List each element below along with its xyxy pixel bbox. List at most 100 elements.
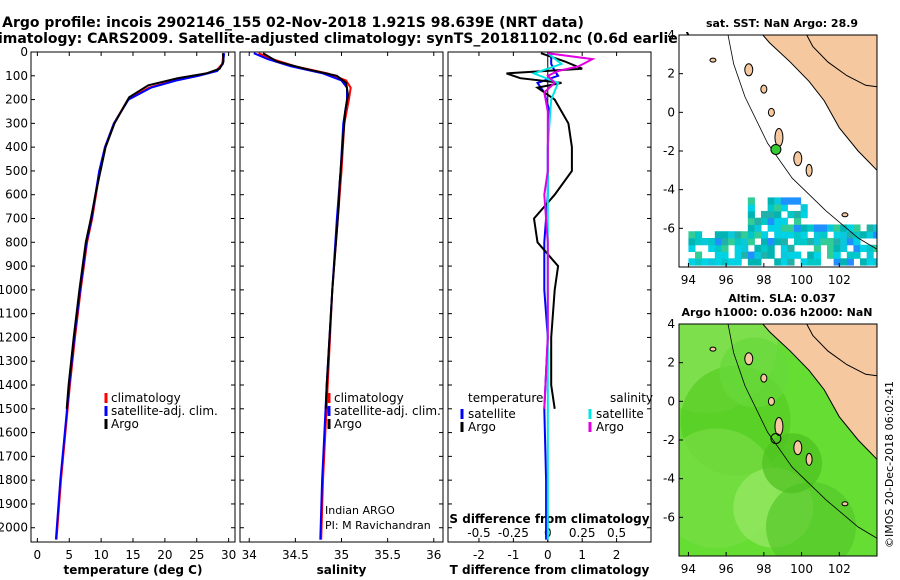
y-tick-label: 500 (5, 164, 28, 178)
sst-pixel (794, 197, 802, 205)
sst-pixel (787, 251, 795, 259)
sst-pixel (767, 217, 775, 225)
sst-pixel (794, 238, 802, 246)
sst-pixel (794, 210, 802, 219)
y-tick-label: -4 (663, 183, 675, 197)
x-tick-label: 2 (613, 548, 621, 562)
sst-pixel (813, 224, 821, 232)
sst-pixel (734, 244, 742, 253)
y-tick-label: 400 (5, 140, 28, 154)
island (774, 127, 784, 147)
sst-pixel (767, 210, 775, 219)
sst-pixel (780, 204, 788, 212)
island (709, 346, 717, 352)
sst-pixel (800, 231, 808, 239)
sst-pixel (714, 244, 722, 253)
sst-pixel (747, 238, 755, 246)
salinity-diff-tick-label: -0.5 (467, 526, 490, 540)
sst-pixel (767, 244, 775, 253)
x-tick-label: 94 (681, 273, 696, 287)
sst-pixel (846, 251, 854, 259)
island (760, 373, 768, 383)
salinity-diff-tick-label: -0.25 (498, 526, 529, 540)
sst-pixel (774, 217, 782, 225)
island (793, 151, 803, 167)
y-tick-label: 1900 (0, 497, 28, 511)
sst-pixel (833, 251, 841, 259)
sst-pixel (800, 238, 808, 246)
map-title: Altim. SLA: 0.037 (728, 292, 835, 305)
sst-pixel (780, 217, 788, 225)
sst-pixel (754, 258, 762, 266)
y-tick-label: 800 (5, 235, 28, 249)
x-tick-label: 0 (544, 548, 552, 562)
y-tick-label: 0 (667, 394, 675, 408)
sst-pixel (800, 210, 808, 219)
sst-pixel (827, 238, 835, 246)
y-tick-label: 100 (5, 69, 28, 83)
sst-pixel (820, 231, 828, 239)
map-field (679, 324, 877, 556)
sst-pixel (800, 224, 808, 232)
sst-pixel (846, 224, 854, 232)
map-panel-2: 94 96 98 100 102 4 2 0 -2 -4 -6 Altim. SLA: 0.037Ar… (663, 292, 896, 576)
x-tick-label: 100 (790, 273, 813, 287)
x-tick-label: 5 (65, 548, 73, 562)
sst-pixel (807, 258, 815, 266)
x-axis-label: temperature (deg C) (64, 563, 203, 577)
x-tick-label: 98 (756, 562, 771, 576)
sst-pixel (754, 231, 762, 239)
legend-label: Argo (596, 420, 624, 434)
sst-pixel (721, 231, 729, 239)
salinity-diff-tick-label: 0.5 (607, 526, 626, 540)
y-tick-label: 1400 (0, 378, 28, 392)
sst-pixel (853, 251, 861, 259)
sst-pixel (827, 251, 835, 259)
salinity-diff-axis-label: S difference from climatology (449, 512, 649, 526)
sst-pixel (761, 244, 769, 253)
y-tick-label: 2 (667, 356, 675, 370)
sst-pixel (774, 231, 782, 239)
sst-pixel (846, 238, 854, 246)
sst-pixel (827, 224, 835, 232)
legend-title-salinity: salinity (610, 391, 653, 405)
x-tick-label: 96 (719, 562, 734, 576)
island (805, 163, 813, 177)
sst-pixel (873, 224, 877, 232)
island (841, 501, 849, 507)
y-tick-label: 0 (667, 105, 675, 119)
sst-pixel (734, 258, 742, 266)
y-tick-label: -6 (663, 221, 675, 235)
sst-pixel (787, 258, 795, 266)
sst-pixel (866, 251, 874, 259)
sst-pixel (714, 238, 722, 246)
sst-pixel (860, 231, 868, 239)
sst-pixel (840, 224, 848, 232)
y-tick-label: 1100 (0, 307, 28, 321)
sst-pixel (787, 224, 795, 232)
sst-pixel (714, 258, 722, 266)
island (841, 212, 849, 218)
sst-pixel (866, 231, 874, 239)
island (767, 107, 775, 117)
sst-pixel (813, 238, 821, 246)
sst-pixel (695, 258, 703, 266)
y-tick-label: 1700 (0, 449, 28, 463)
sst-pixel (860, 258, 868, 266)
x-axis-label: T difference from climatology (450, 563, 650, 577)
sst-pixel (761, 217, 769, 225)
legend-label: satellite (596, 407, 644, 421)
sst-pixel (833, 224, 841, 232)
sst-pixel (787, 244, 795, 253)
legend-label: Argo (111, 417, 139, 431)
y-tick-label: 2 (667, 67, 675, 81)
legend-label: satellite (468, 407, 516, 421)
sst-pixel (800, 258, 808, 266)
x-tick-label: 30 (221, 548, 236, 562)
annotation-pi: PI: M Ravichandran (325, 519, 431, 532)
island (774, 416, 784, 436)
x-tick-label: -1 (507, 548, 519, 562)
sst-pixel (780, 197, 788, 205)
y-tick-label: 2000 (0, 521, 28, 535)
